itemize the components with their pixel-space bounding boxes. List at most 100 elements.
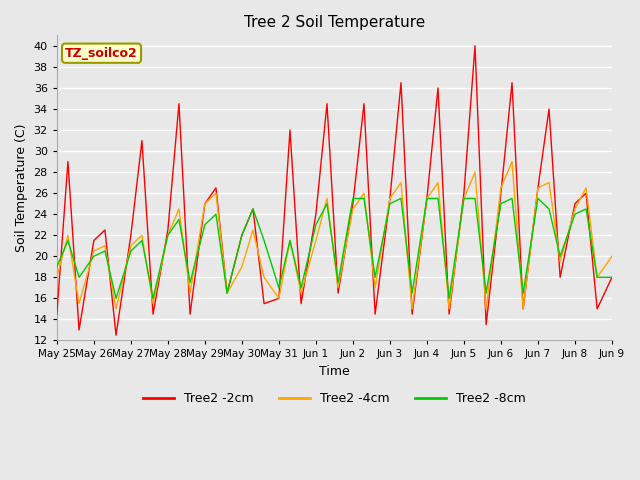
Tree2 -8cm [471,195,479,201]
Tree2 -4cm [323,195,331,201]
Tree2 -4cm [175,206,183,212]
Tree2 -2cm [323,101,331,107]
Tree2 -2cm [312,211,320,217]
Tree2 -2cm [556,275,564,280]
Line: Tree2 -4cm: Tree2 -4cm [57,162,612,309]
Tree2 -2cm [519,306,527,312]
Tree2 -8cm [297,285,305,291]
Tree2 -2cm [497,190,505,196]
Tree2 -8cm [53,264,61,270]
Tree2 -2cm [201,201,209,206]
Tree2 -4cm [186,290,194,296]
Tree2 -4cm [53,275,61,280]
Tree2 -4cm [571,206,579,212]
Tree2 -8cm [460,195,468,201]
Tree2 -2cm [508,80,516,85]
X-axis label: Time: Time [319,365,350,378]
Tree2 -2cm [175,101,183,107]
Tree2 -4cm [408,306,416,312]
Tree2 -2cm [334,290,342,296]
Tree2 -8cm [483,290,490,296]
Tree2 -2cm [286,127,294,133]
Tree2 -8cm [360,195,368,201]
Tree2 -8cm [101,248,109,254]
Tree2 -4cm [349,206,356,212]
Tree2 -8cm [508,195,516,201]
Tree2 -2cm [593,306,601,312]
Tree2 -4cm [608,253,616,259]
Tree2 -8cm [334,280,342,286]
Tree2 -2cm [423,195,431,201]
Line: Tree2 -2cm: Tree2 -2cm [57,46,612,335]
Tree2 -4cm [371,285,379,291]
Tree2 -4cm [434,180,442,185]
Tree2 -8cm [64,238,72,243]
Tree2 -8cm [323,201,331,206]
Tree2 -4cm [138,232,146,238]
Tree2 -4cm [334,285,342,291]
Tree2 -2cm [75,327,83,333]
Tree2 -2cm [112,332,120,338]
Tree2 -8cm [519,290,527,296]
Tree2 -8cm [556,253,564,259]
Tree2 -8cm [175,216,183,222]
Tree2 -2cm [101,227,109,233]
Tree2 -8cm [534,195,542,201]
Tree2 -4cm [386,195,394,201]
Tree2 -4cm [112,306,120,312]
Tree2 -2cm [138,138,146,144]
Tree2 -8cm [186,280,194,286]
Tree2 -2cm [260,301,268,307]
Tree2 -2cm [127,232,134,238]
Tree2 -4cm [545,180,553,185]
Tree2 -8cm [408,290,416,296]
Tree2 -2cm [90,238,98,243]
Tree2 -8cm [149,296,157,301]
Tree2 -2cm [238,232,246,238]
Tree2 -4cm [286,238,294,243]
Text: TZ_soilco2: TZ_soilco2 [65,47,138,60]
Tree2 -4cm [223,290,231,296]
Y-axis label: Soil Temperature (C): Soil Temperature (C) [15,124,28,252]
Tree2 -8cm [445,296,453,301]
Tree2 -2cm [534,185,542,191]
Tree2 -8cm [260,238,268,243]
Tree2 -4cm [101,243,109,249]
Tree2 -8cm [423,195,431,201]
Tree2 -4cm [312,238,320,243]
Tree2 -2cm [164,227,172,233]
Tree2 -4cm [64,232,72,238]
Tree2 -4cm [360,190,368,196]
Tree2 -8cm [275,285,283,291]
Tree2 -4cm [149,301,157,307]
Tree2 -2cm [445,311,453,317]
Tree2 -4cm [127,243,134,249]
Tree2 -4cm [75,301,83,307]
Tree2 -2cm [149,311,157,317]
Tree2 -2cm [297,301,305,307]
Tree2 -2cm [371,311,379,317]
Tree2 -8cm [75,275,83,280]
Tree2 -8cm [386,201,394,206]
Tree2 -8cm [286,238,294,243]
Tree2 -8cm [112,296,120,301]
Tree2 -2cm [186,311,194,317]
Tree2 -2cm [483,322,490,327]
Tree2 -4cm [423,195,431,201]
Tree2 -2cm [64,159,72,165]
Tree2 -4cm [445,306,453,312]
Tree2 -2cm [249,206,257,212]
Tree2 -8cm [90,253,98,259]
Tree2 -2cm [460,190,468,196]
Tree2 -4cm [582,185,590,191]
Tree2 -4cm [508,159,516,165]
Tree2 -4cm [497,185,505,191]
Tree2 -8cm [138,238,146,243]
Tree2 -8cm [371,275,379,280]
Tree2 -4cm [297,290,305,296]
Tree2 -8cm [223,290,231,296]
Tree2 -4cm [534,185,542,191]
Legend: Tree2 -2cm, Tree2 -4cm, Tree2 -8cm: Tree2 -2cm, Tree2 -4cm, Tree2 -8cm [138,387,531,410]
Line: Tree2 -8cm: Tree2 -8cm [57,198,612,299]
Tree2 -2cm [212,185,220,191]
